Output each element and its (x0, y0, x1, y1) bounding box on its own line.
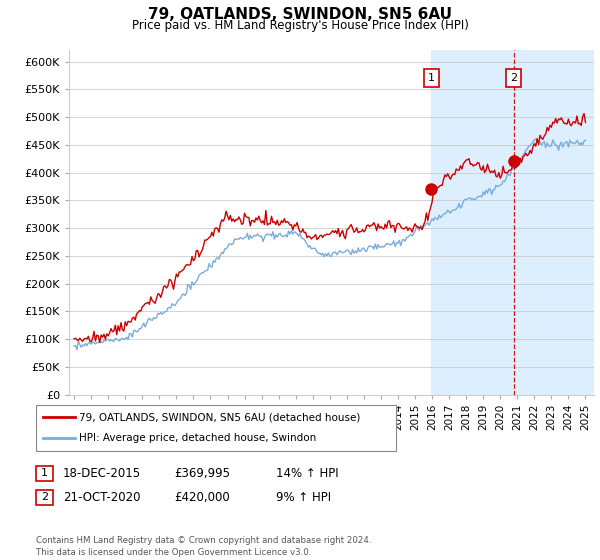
Text: 14% ↑ HPI: 14% ↑ HPI (276, 466, 338, 480)
Text: 2: 2 (511, 73, 517, 83)
Bar (431, 50, 594, 395)
Text: 79, OATLANDS, SWINDON, SN5 6AU: 79, OATLANDS, SWINDON, SN5 6AU (148, 7, 452, 22)
Text: 9% ↑ HPI: 9% ↑ HPI (276, 491, 331, 504)
Text: 21-OCT-2020: 21-OCT-2020 (63, 491, 140, 504)
Text: 1: 1 (41, 468, 48, 478)
Text: 18-DEC-2015: 18-DEC-2015 (63, 466, 141, 480)
Text: Price paid vs. HM Land Registry's House Price Index (HPI): Price paid vs. HM Land Registry's House … (131, 19, 469, 32)
Text: HPI: Average price, detached house, Swindon: HPI: Average price, detached house, Swin… (79, 433, 316, 444)
Text: 1: 1 (428, 73, 435, 83)
Text: £369,995: £369,995 (174, 466, 230, 480)
Text: Contains HM Land Registry data © Crown copyright and database right 2024.
This d: Contains HM Land Registry data © Crown c… (36, 536, 371, 557)
Text: 79, OATLANDS, SWINDON, SN5 6AU (detached house): 79, OATLANDS, SWINDON, SN5 6AU (detached… (79, 412, 361, 422)
Text: 2: 2 (41, 492, 48, 502)
Text: £420,000: £420,000 (174, 491, 230, 504)
